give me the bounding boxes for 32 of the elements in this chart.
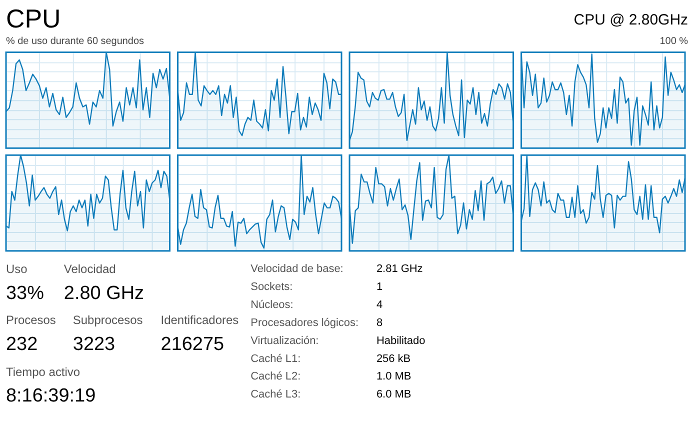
text: 8:16:39:19: [6, 386, 96, 407]
text: 2.80 GHz: [64, 282, 144, 304]
text: 2.81 GHz: [376, 262, 423, 275]
text: Caché L2:: [250, 370, 301, 383]
text: 1: [376, 280, 383, 293]
text: Procesos: [6, 312, 56, 327]
text: Virtualización:: [250, 334, 319, 347]
text: 6.0 MB: [376, 388, 412, 401]
text: Velocidad: [64, 262, 116, 276]
text: Tiempo activo: [6, 364, 80, 379]
text: CPU @ 2.80GHz: [574, 11, 688, 28]
text: Uso: [6, 262, 28, 276]
text: CPU: [6, 3, 61, 34]
text: 4: [376, 298, 383, 311]
text: 1.0 MB: [376, 370, 412, 383]
text: 8: [376, 316, 383, 329]
text: Procesadores lógicos:: [250, 316, 359, 329]
text: Núcleos:: [250, 298, 294, 311]
text: 33%: [6, 282, 44, 304]
text: Identificadores: [160, 312, 239, 327]
text: 256 kB: [376, 352, 411, 365]
text: 3223: [72, 334, 116, 355]
text: Subprocesos: [72, 312, 143, 327]
text: % de uso durante 60 segundos: [6, 36, 144, 48]
text: Velocidad de base:: [250, 262, 344, 275]
text: Caché L3:: [250, 388, 301, 401]
text: 232: [6, 334, 38, 355]
text: 100 %: [660, 36, 688, 48]
text: Caché L1:: [250, 352, 301, 365]
text: Habilitado: [376, 334, 426, 347]
text: Sockets:: [250, 280, 293, 293]
text: 216275: [160, 334, 224, 355]
